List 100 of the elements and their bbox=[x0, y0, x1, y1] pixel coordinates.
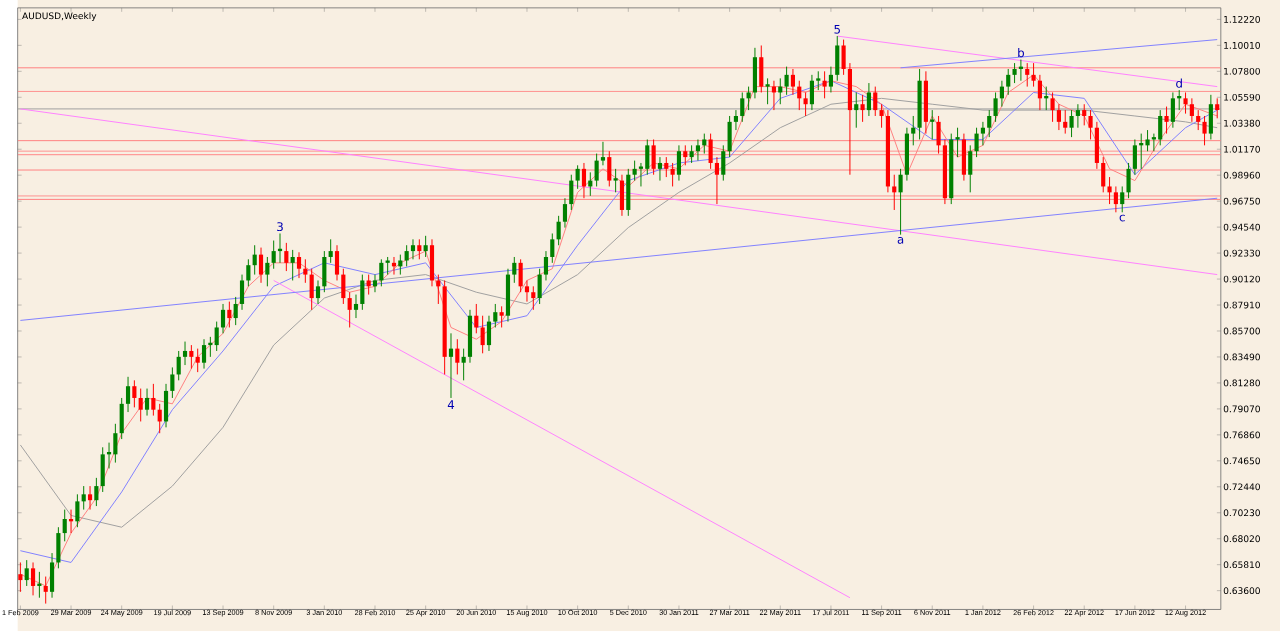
candlestick bbox=[138, 388, 143, 423]
candlestick bbox=[151, 383, 156, 417]
candlestick bbox=[721, 145, 726, 182]
candlestick bbox=[404, 245, 409, 268]
candlestick bbox=[271, 240, 276, 270]
candlestick bbox=[94, 477, 99, 507]
candlestick bbox=[366, 274, 371, 296]
candlestick bbox=[176, 350, 181, 382]
candlestick bbox=[448, 333, 454, 399]
candlestick bbox=[784, 66, 789, 96]
candlestick bbox=[575, 165, 580, 190]
candlestick bbox=[486, 315, 492, 352]
candlestick bbox=[531, 286, 536, 311]
candlestick bbox=[790, 68, 796, 96]
candlestick bbox=[410, 239, 416, 261]
candlestick bbox=[182, 341, 188, 366]
candlestick bbox=[265, 256, 270, 288]
candlestick bbox=[683, 145, 688, 167]
candlestick bbox=[809, 74, 815, 111]
candlestick bbox=[607, 151, 612, 188]
candlestick bbox=[581, 162, 587, 200]
candlestick bbox=[822, 71, 827, 100]
candlestick bbox=[303, 259, 308, 284]
candlestick bbox=[1208, 94, 1213, 141]
candlestick bbox=[664, 157, 669, 178]
candlestick bbox=[860, 94, 865, 123]
candlestick bbox=[1056, 104, 1061, 131]
candlestick bbox=[87, 485, 93, 511]
candlestick bbox=[632, 160, 637, 182]
candlestick bbox=[873, 86, 878, 117]
candlestick bbox=[195, 348, 200, 374]
candlestick bbox=[189, 345, 194, 370]
candlestick bbox=[1113, 186, 1118, 214]
candlestick bbox=[1037, 74, 1042, 111]
candlestick bbox=[429, 239, 435, 288]
candlestick bbox=[752, 47, 758, 100]
candlestick bbox=[619, 174, 625, 217]
candlestick bbox=[18, 562, 23, 593]
candlestick bbox=[803, 92, 808, 117]
candlestick bbox=[1063, 110, 1068, 135]
candlestick bbox=[866, 82, 872, 117]
candlestick bbox=[626, 168, 631, 217]
candlestick bbox=[284, 242, 289, 272]
candlestick bbox=[290, 249, 295, 282]
candlestick bbox=[467, 309, 473, 364]
candlestick bbox=[1158, 110, 1163, 147]
candlestick bbox=[676, 145, 682, 182]
candlestick bbox=[100, 447, 105, 493]
candlestick bbox=[1215, 98, 1220, 120]
candlestick bbox=[201, 339, 207, 370]
candlestick bbox=[727, 115, 732, 158]
candlestick bbox=[43, 576, 48, 605]
candlestick bbox=[455, 339, 460, 376]
candlestick bbox=[999, 80, 1004, 108]
candlestick bbox=[518, 259, 523, 294]
candlestick bbox=[227, 301, 232, 329]
candlestick bbox=[417, 239, 422, 261]
candlestick bbox=[505, 268, 511, 323]
candlestick bbox=[296, 252, 302, 280]
candlestick bbox=[1050, 92, 1055, 123]
candlestick bbox=[961, 133, 966, 182]
candlestick bbox=[328, 239, 333, 264]
candlestick bbox=[759, 45, 764, 94]
candlestick bbox=[144, 388, 150, 417]
candlestick bbox=[398, 254, 403, 276]
candlestick bbox=[157, 403, 162, 435]
candlestick bbox=[132, 380, 137, 409]
candlestick bbox=[930, 110, 935, 141]
candlestick bbox=[62, 509, 67, 543]
candlestick bbox=[613, 168, 618, 194]
candlestick bbox=[657, 157, 663, 182]
candlestick bbox=[30, 562, 36, 597]
candlestick bbox=[480, 315, 485, 355]
candlestick bbox=[854, 92, 859, 129]
candlestick bbox=[81, 485, 86, 511]
candlestick bbox=[670, 162, 675, 188]
candlestick bbox=[1189, 98, 1194, 123]
candlestick bbox=[24, 560, 29, 587]
candlestick bbox=[740, 92, 745, 123]
candlestick bbox=[917, 68, 922, 141]
candlestick bbox=[309, 268, 314, 311]
candlestick bbox=[499, 306, 504, 329]
candlestick bbox=[651, 139, 656, 176]
candlestick bbox=[1202, 115, 1207, 147]
candlestick bbox=[474, 303, 479, 335]
candlestick bbox=[75, 494, 80, 529]
candlestick bbox=[765, 78, 770, 106]
candlestick bbox=[980, 121, 985, 147]
candlestick bbox=[1075, 104, 1080, 129]
candlestick bbox=[113, 423, 118, 464]
candlestick bbox=[1069, 110, 1074, 139]
candlestick bbox=[695, 139, 701, 162]
candlestick bbox=[252, 245, 257, 276]
candlestick bbox=[379, 259, 384, 288]
candlestick bbox=[347, 292, 352, 329]
candlestick bbox=[702, 133, 707, 155]
candlestick bbox=[1082, 104, 1087, 127]
candlestick bbox=[423, 235, 428, 258]
candlestick bbox=[258, 247, 264, 284]
candlestick bbox=[1164, 106, 1169, 135]
